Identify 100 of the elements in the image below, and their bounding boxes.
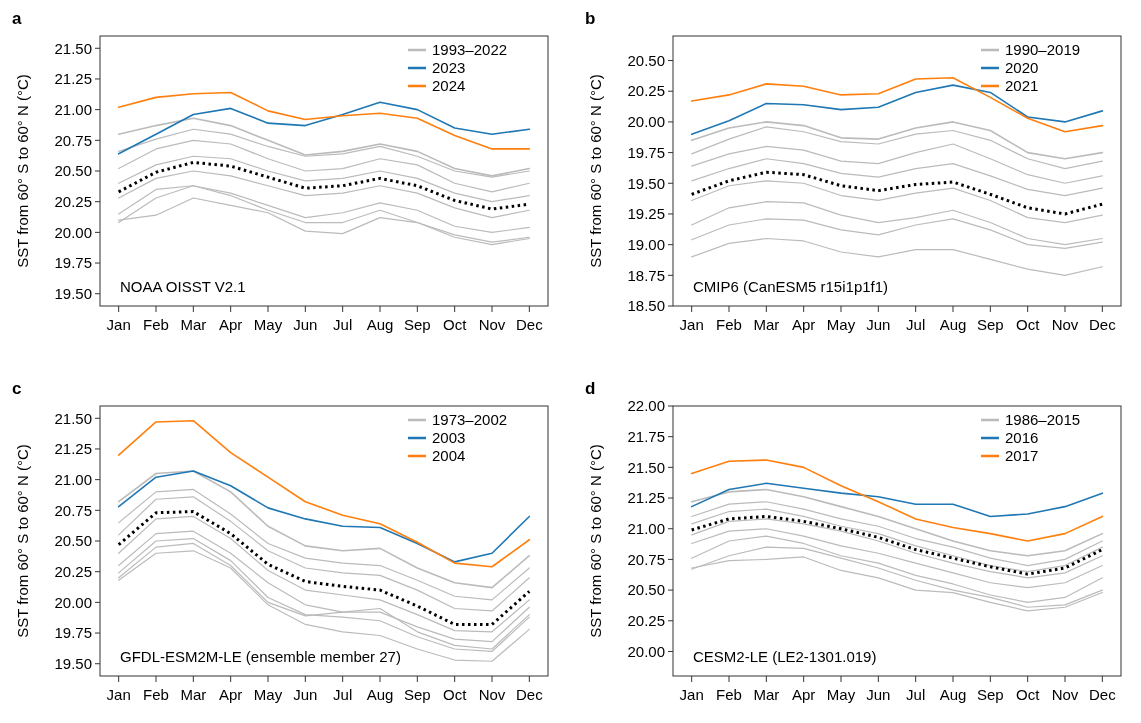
y-tick-label: 20.00 xyxy=(627,642,665,660)
y-tick-label: 20.75 xyxy=(627,550,665,568)
x-tick-label: Mar xyxy=(180,316,207,333)
x-tick-label: Feb xyxy=(716,686,742,703)
x-tick-label: Feb xyxy=(716,316,742,333)
x-tick-label: Jun xyxy=(866,686,891,703)
x-tick-label: Jan xyxy=(679,686,704,703)
y-tick-label: 22.00 xyxy=(627,397,665,415)
chart-title: a xyxy=(12,9,22,28)
y-tick-label: 19.50 xyxy=(54,654,92,672)
annotation: GFDL-ESM2M-LE (ensemble member 27) xyxy=(120,648,401,665)
y-tick-label: 19.75 xyxy=(627,143,665,161)
x-tick-label: Dec xyxy=(1088,686,1117,703)
x-tick-label: Aug xyxy=(366,316,394,333)
x-tick-label: May xyxy=(826,686,856,703)
x-tick-label: Oct xyxy=(1015,686,1041,703)
annotation: NOAA OISST V2.1 xyxy=(120,278,246,295)
legend-label: 2020 xyxy=(1005,59,1039,77)
x-tick-label: Sep xyxy=(403,686,431,703)
x-tick-label: Mar xyxy=(180,686,207,703)
x-tick-label: Jul xyxy=(906,316,926,333)
x-tick-label: Mar xyxy=(753,686,780,703)
y-tick-label: 19.25 xyxy=(627,205,665,223)
y-tick-label: 21.50 xyxy=(54,39,92,57)
y-tick-label: 21.00 xyxy=(627,519,665,537)
x-tick-label: Aug xyxy=(939,686,967,703)
y-tick-label: 20.50 xyxy=(627,51,665,69)
y-tick-label: 21.75 xyxy=(627,427,665,445)
legend-label: 1993–2022 xyxy=(432,41,508,59)
x-tick-label: Jan xyxy=(106,316,131,333)
y-tick-label: 21.25 xyxy=(627,489,665,507)
x-tick-label: Jul xyxy=(906,686,926,703)
y-axis-title: SST from 60° S to 60° N (°C) xyxy=(587,74,604,268)
annotation: CMIP6 (CanESM5 r15i1p1f1) xyxy=(693,278,889,295)
x-tick-label: Jun xyxy=(866,316,891,333)
x-tick-label: Aug xyxy=(366,686,394,703)
x-tick-label: May xyxy=(253,316,283,333)
x-tick-label: Nov xyxy=(1051,316,1079,333)
x-tick-label: Jun xyxy=(293,316,318,333)
y-tick-label: 19.75 xyxy=(54,254,92,272)
legend-label: 2024 xyxy=(432,77,466,95)
legend-label: 2003 xyxy=(432,429,466,447)
legend-label: 2017 xyxy=(1005,447,1039,465)
y-tick-label: 21.00 xyxy=(54,100,92,118)
x-tick-label: Jan xyxy=(679,316,704,333)
y-tick-label: 20.50 xyxy=(627,581,665,599)
legend-label: 1973–2002 xyxy=(432,411,508,429)
y-tick-label: 19.75 xyxy=(54,624,92,642)
legend-label: 2023 xyxy=(432,59,466,77)
x-tick-label: Feb xyxy=(143,686,169,703)
y-tick-label: 20.50 xyxy=(54,162,92,180)
x-tick-label: May xyxy=(826,316,856,333)
x-tick-label: Sep xyxy=(403,316,431,333)
chart-title: b xyxy=(585,9,596,28)
legend-label: 1990–2019 xyxy=(1005,41,1081,59)
x-tick-label: Sep xyxy=(976,686,1004,703)
x-tick-label: Jan xyxy=(106,686,131,703)
x-tick-label: Dec xyxy=(515,686,544,703)
y-tick-label: 20.25 xyxy=(54,192,92,210)
y-tick-label: 20.50 xyxy=(54,532,92,550)
y-tick-label: 21.25 xyxy=(54,440,92,458)
x-tick-label: Apr xyxy=(791,316,816,333)
x-tick-label: Oct xyxy=(442,316,468,333)
x-tick-label: Apr xyxy=(791,686,816,703)
y-tick-label: 20.75 xyxy=(54,131,92,149)
y-tick-label: 20.00 xyxy=(627,113,665,131)
y-tick-label: 19.00 xyxy=(627,235,665,253)
legend-label: 2004 xyxy=(432,447,466,465)
y-tick-label: 19.50 xyxy=(627,174,665,192)
chart-title: c xyxy=(12,379,22,398)
x-tick-label: Sep xyxy=(976,316,1004,333)
y-tick-label: 18.50 xyxy=(627,297,665,315)
x-tick-label: Mar xyxy=(753,316,780,333)
y-tick-label: 20.75 xyxy=(54,501,92,519)
x-tick-label: Jun xyxy=(293,686,318,703)
y-tick-label: 21.50 xyxy=(54,409,92,427)
y-axis-title: SST from 60° S to 60° N (°C) xyxy=(14,444,31,638)
y-axis-title: SST from 60° S to 60° N (°C) xyxy=(14,74,31,268)
x-tick-label: Oct xyxy=(1015,316,1041,333)
x-tick-label: Dec xyxy=(1088,316,1117,333)
y-tick-label: 19.50 xyxy=(54,284,92,302)
x-tick-label: Jul xyxy=(333,686,353,703)
chart-title: d xyxy=(585,379,596,398)
y-tick-label: 20.25 xyxy=(54,562,92,580)
x-tick-label: Nov xyxy=(1051,686,1079,703)
x-tick-label: Oct xyxy=(442,686,468,703)
y-tick-label: 20.00 xyxy=(54,593,92,611)
y-tick-label: 20.25 xyxy=(627,82,665,100)
x-tick-label: Nov xyxy=(478,316,506,333)
x-tick-label: Apr xyxy=(218,316,243,333)
x-tick-label: Jul xyxy=(333,316,353,333)
legend-label: 1986–2015 xyxy=(1005,411,1081,429)
y-tick-label: 20.25 xyxy=(627,612,665,630)
y-tick-label: 21.25 xyxy=(54,70,92,88)
y-tick-label: 20.00 xyxy=(54,223,92,241)
y-tick-label: 21.00 xyxy=(54,470,92,488)
x-tick-label: Dec xyxy=(515,316,544,333)
x-tick-label: Apr xyxy=(218,686,243,703)
legend-label: 2021 xyxy=(1005,77,1039,95)
y-axis-title: SST from 60° S to 60° N (°C) xyxy=(587,444,604,638)
